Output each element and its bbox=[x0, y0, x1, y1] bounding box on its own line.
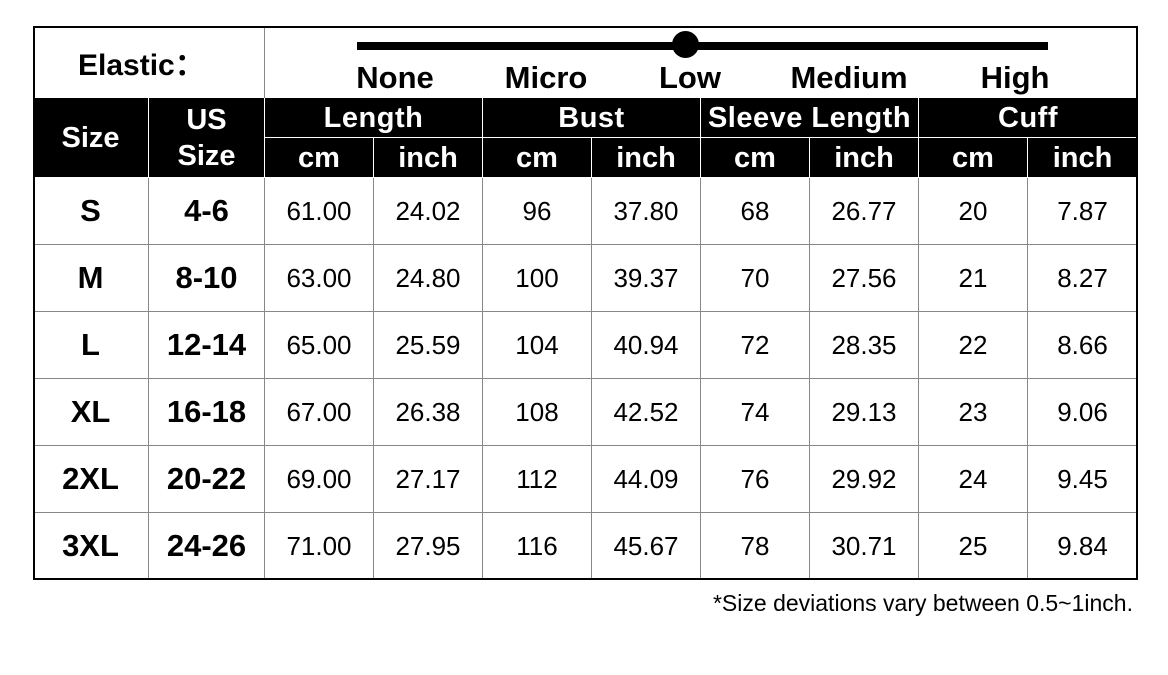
size-cell: 24-26 bbox=[149, 513, 265, 580]
unit-header: inch bbox=[374, 138, 483, 178]
value-cell: 37.80 bbox=[592, 178, 701, 245]
value-cell: 42.52 bbox=[592, 379, 701, 446]
value-cell: 24 bbox=[919, 446, 1028, 513]
size-cell: 20-22 bbox=[149, 446, 265, 513]
value-cell: 27.17 bbox=[374, 446, 483, 513]
us-size-header: US Size bbox=[149, 98, 265, 178]
value-cell: 24.02 bbox=[374, 178, 483, 245]
value-cell: 96 bbox=[483, 178, 592, 245]
value-cell: 8.27 bbox=[1028, 245, 1138, 312]
value-cell: 28.35 bbox=[810, 312, 919, 379]
unit-header: inch bbox=[1028, 138, 1138, 178]
group-header: Bust bbox=[483, 98, 701, 138]
value-cell: 71.00 bbox=[265, 513, 374, 580]
size-cell: 3XL bbox=[33, 513, 149, 580]
value-cell: 25 bbox=[919, 513, 1028, 580]
value-cell: 26.38 bbox=[374, 379, 483, 446]
value-cell: 78 bbox=[701, 513, 810, 580]
value-cell: 27.56 bbox=[810, 245, 919, 312]
value-cell: 67.00 bbox=[265, 379, 374, 446]
elastic-level: Micro bbox=[504, 60, 588, 95]
size-cell: 8-10 bbox=[149, 245, 265, 312]
unit-header: cm bbox=[701, 138, 810, 178]
value-cell: 100 bbox=[483, 245, 592, 312]
value-cell: 24.80 bbox=[374, 245, 483, 312]
size-header: Size bbox=[33, 98, 149, 178]
unit-header: cm bbox=[265, 138, 374, 178]
size-cell: XL bbox=[33, 379, 149, 446]
size-cell: 2XL bbox=[33, 446, 149, 513]
value-cell: 65.00 bbox=[265, 312, 374, 379]
value-cell: 25.59 bbox=[374, 312, 483, 379]
value-cell: 29.13 bbox=[810, 379, 919, 446]
value-cell: 70 bbox=[701, 245, 810, 312]
elastic-level: Low bbox=[659, 60, 721, 95]
unit-header: cm bbox=[919, 138, 1028, 178]
group-header: Cuff bbox=[919, 98, 1138, 138]
value-cell: 22 bbox=[919, 312, 1028, 379]
value-cell: 29.92 bbox=[810, 446, 919, 513]
value-cell: 68 bbox=[701, 178, 810, 245]
value-cell: 9.84 bbox=[1028, 513, 1138, 580]
value-cell: 26.77 bbox=[810, 178, 919, 245]
value-cell: 104 bbox=[483, 312, 592, 379]
value-cell: 112 bbox=[483, 446, 592, 513]
size-cell: L bbox=[33, 312, 149, 379]
value-cell: 63.00 bbox=[265, 245, 374, 312]
value-cell: 39.37 bbox=[592, 245, 701, 312]
value-cell: 21 bbox=[919, 245, 1028, 312]
elastic-label: Elastic： bbox=[33, 26, 265, 98]
size-cell: 16-18 bbox=[149, 379, 265, 446]
value-cell: 108 bbox=[483, 379, 592, 446]
group-header: Sleeve Length bbox=[701, 98, 919, 138]
elastic-slider-knob bbox=[672, 31, 699, 58]
size-cell: M bbox=[33, 245, 149, 312]
value-cell: 23 bbox=[919, 379, 1028, 446]
size-cell: S bbox=[33, 178, 149, 245]
value-cell: 30.71 bbox=[810, 513, 919, 580]
value-cell: 20 bbox=[919, 178, 1028, 245]
elastic-level: Medium bbox=[790, 60, 908, 95]
value-cell: 9.06 bbox=[1028, 379, 1138, 446]
value-cell: 8.66 bbox=[1028, 312, 1138, 379]
elastic-level: None bbox=[356, 60, 434, 95]
unit-header: inch bbox=[810, 138, 919, 178]
elastic-level: High bbox=[980, 60, 1050, 95]
value-cell: 61.00 bbox=[265, 178, 374, 245]
size-cell: 12-14 bbox=[149, 312, 265, 379]
value-cell: 7.87 bbox=[1028, 178, 1138, 245]
value-cell: 74 bbox=[701, 379, 810, 446]
value-cell: 45.67 bbox=[592, 513, 701, 580]
unit-header: cm bbox=[483, 138, 592, 178]
value-cell: 9.45 bbox=[1028, 446, 1138, 513]
value-cell: 40.94 bbox=[592, 312, 701, 379]
size-cell: 4-6 bbox=[149, 178, 265, 245]
footnote: *Size deviations vary between 0.5~1inch. bbox=[712, 590, 1133, 616]
value-cell: 72 bbox=[701, 312, 810, 379]
value-cell: 76 bbox=[701, 446, 810, 513]
value-cell: 69.00 bbox=[265, 446, 374, 513]
value-cell: 44.09 bbox=[592, 446, 701, 513]
value-cell: 27.95 bbox=[374, 513, 483, 580]
value-cell: 116 bbox=[483, 513, 592, 580]
group-header: Length bbox=[265, 98, 483, 138]
elastic-slider-track bbox=[357, 42, 1048, 50]
unit-header: inch bbox=[592, 138, 701, 178]
